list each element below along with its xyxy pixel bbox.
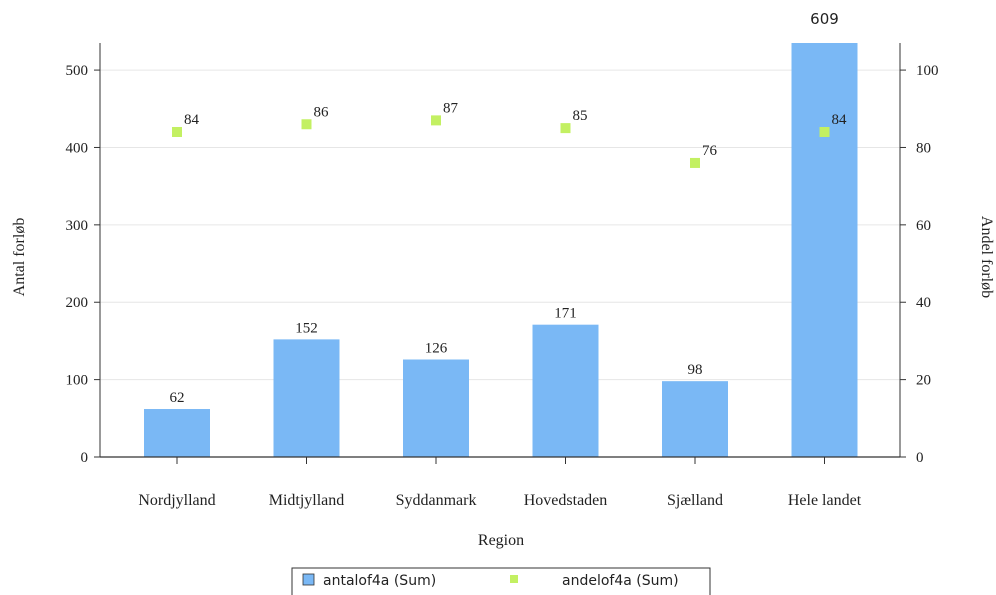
x-tick-label: Sjælland [667, 492, 723, 509]
scatter-point [431, 115, 441, 126]
x-axis-ticks: Nordjylland Midtjylland Syddanmark Hovedsta… [138, 457, 862, 509]
bar-value-label: 171 [554, 306, 577, 322]
right-tick-label: 20 [916, 373, 931, 389]
left-axis-ticks: 0 100 200 300 400 500 [66, 63, 100, 466]
bar [662, 381, 728, 457]
bar-value-label: 62 [170, 390, 185, 406]
point-value-label: 84 [832, 112, 848, 128]
right-axis-ticks: 0 20 40 60 80 100 [900, 63, 939, 466]
bar-series [144, 43, 858, 457]
scatter-point [819, 126, 830, 137]
right-tick-label: 60 [916, 218, 931, 234]
bar [403, 359, 469, 457]
legend-label-point: andelof4a (Sum) [562, 573, 679, 589]
point-value-label: 87 [443, 100, 459, 116]
right-tick-label: 40 [916, 295, 931, 311]
scatter-data-labels: 84 86 87 85 76 84 [184, 100, 847, 159]
point-value-label: 84 [184, 112, 200, 128]
left-axis-label: Antal forløb [11, 218, 28, 297]
left-tick-label: 0 [81, 450, 89, 466]
legend-swatch-bar [302, 573, 315, 586]
left-tick-label: 400 [66, 140, 89, 156]
bar-data-labels: 62 152 126 171 98 609 [170, 10, 839, 406]
scatter-point [690, 157, 700, 168]
point-value-label: 86 [314, 104, 330, 120]
legend: antalof4a (Sum) andelof4a (Sum) [291, 567, 711, 595]
bar [791, 43, 858, 457]
bar [273, 339, 340, 457]
gridlines [100, 69, 900, 381]
bar [532, 324, 599, 457]
right-axis-label: Andel forløb [978, 216, 995, 298]
scatter-point [301, 119, 312, 130]
left-tick-label: 500 [66, 63, 89, 79]
legend-box [291, 567, 711, 595]
right-tick-label: 0 [916, 450, 924, 466]
x-tick-label: Nordjylland [138, 492, 215, 509]
left-tick-label: 200 [66, 295, 89, 311]
bar-value-label: 98 [688, 362, 703, 378]
point-value-label: 85 [573, 108, 588, 124]
legend-label-bar: antalof4a (Sum) [323, 573, 436, 589]
bar [144, 409, 210, 457]
scatter-series [172, 115, 830, 168]
bar-value-label: 609 [810, 10, 839, 28]
right-tick-label: 100 [916, 63, 939, 79]
legend-swatch-point [510, 575, 518, 583]
x-tick-label: Hele landet [788, 492, 862, 509]
x-tick-label: Syddanmark [396, 492, 477, 509]
scatter-point [560, 123, 571, 134]
right-tick-label: 80 [916, 140, 931, 156]
left-tick-label: 300 [66, 218, 89, 234]
scatter-point [172, 126, 182, 137]
left-tick-label: 100 [66, 373, 89, 389]
bar-value-label: 152 [295, 320, 318, 336]
point-value-label: 76 [702, 143, 718, 159]
x-tick-label: Hovedstaden [524, 492, 608, 509]
axes [99, 43, 901, 458]
x-tick-label: Midtjylland [269, 492, 345, 509]
x-axis-label: Region [478, 532, 524, 549]
bar-value-label: 126 [425, 340, 448, 356]
